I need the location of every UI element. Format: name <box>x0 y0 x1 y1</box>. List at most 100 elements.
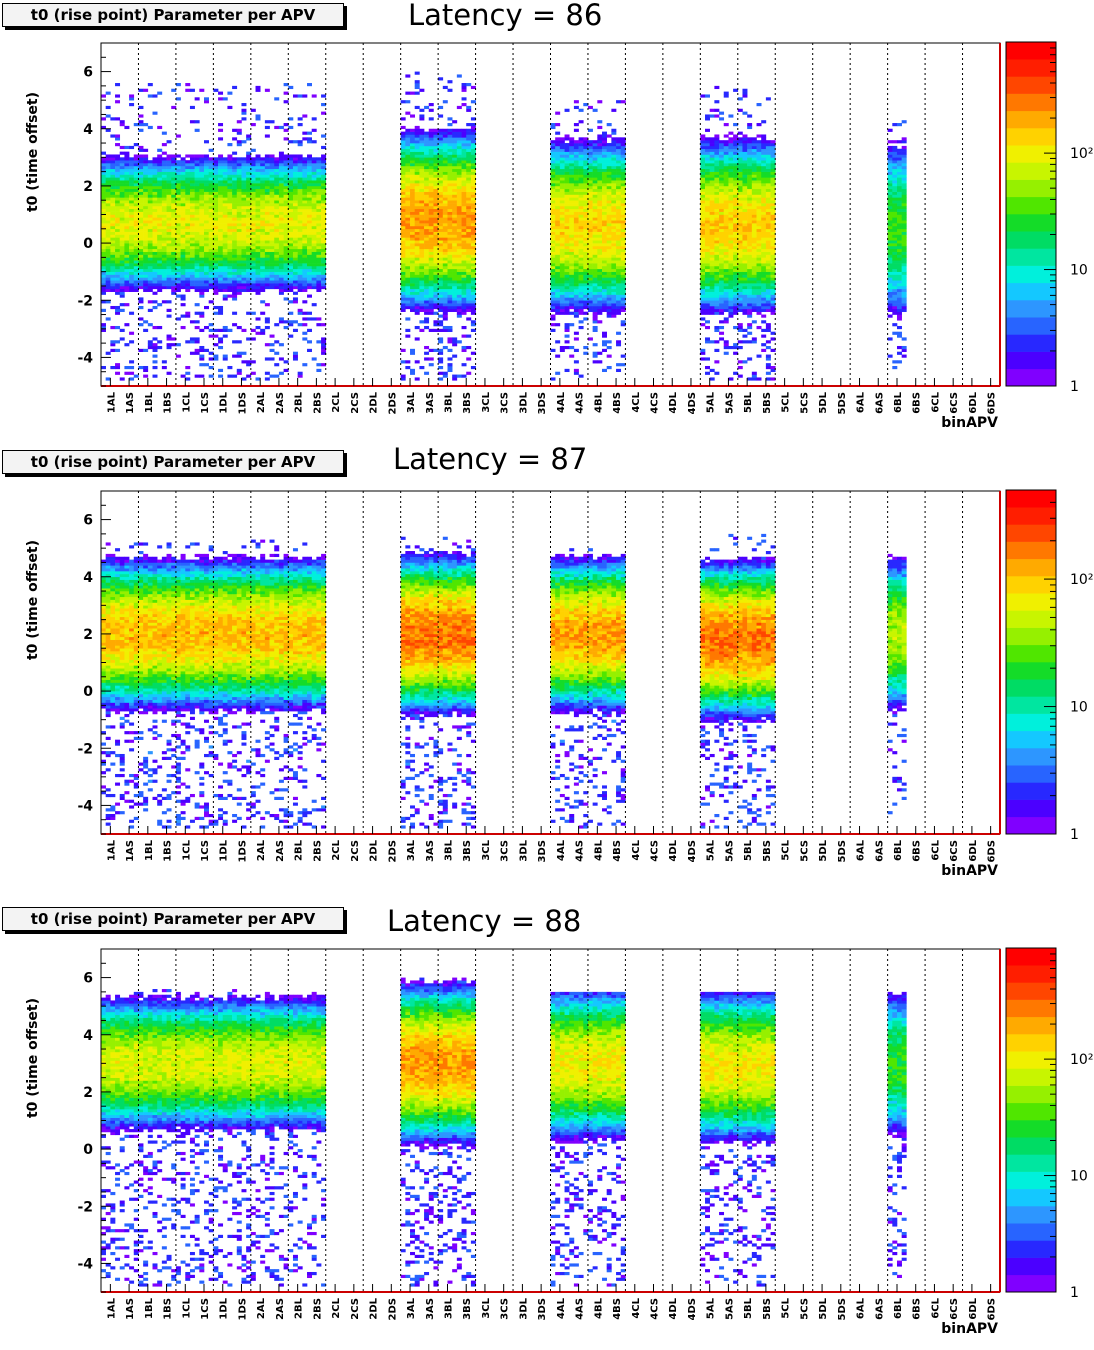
heatmap-cell <box>578 288 584 292</box>
heatmap-cell <box>466 174 472 178</box>
heatmap-cell <box>274 240 280 244</box>
heatmap-cell <box>260 211 266 215</box>
heatmap-cell <box>255 260 261 264</box>
heatmap-cell <box>419 225 425 230</box>
heatmap-cell <box>578 145 584 150</box>
heatmap-cell <box>410 171 416 175</box>
heatmap-cell <box>269 188 275 192</box>
heatmap-cell <box>559 168 565 172</box>
heatmap-cell <box>250 214 256 218</box>
heatmap-cell <box>564 328 570 332</box>
heatmap-cell <box>222 217 228 221</box>
heatmap-cell <box>583 225 589 230</box>
heatmap-cell <box>208 231 214 235</box>
heatmap-cell <box>124 160 130 164</box>
heatmap-cell <box>616 245 622 250</box>
heatmap-cell <box>433 208 439 212</box>
heatmap-cell <box>143 245 149 250</box>
heatmap-cell <box>405 214 411 218</box>
heatmap-cell <box>218 183 224 187</box>
heatmap-cell <box>101 185 106 190</box>
heatmap-cell <box>414 128 420 132</box>
heatmap-cell <box>438 300 444 304</box>
heatmap-cell <box>573 217 579 221</box>
heatmap-cell <box>405 183 411 187</box>
heatmap-cell <box>321 154 327 158</box>
heatmap-cell <box>419 328 425 332</box>
heatmap-cell <box>222 277 228 281</box>
heatmap-cell <box>283 163 289 167</box>
heatmap-cell <box>232 208 238 212</box>
heatmap-cell <box>171 200 177 204</box>
heatmap-cell <box>569 177 575 181</box>
heatmap-cell <box>620 263 626 267</box>
heatmap-cell <box>227 105 233 110</box>
heatmap-cell <box>189 243 195 247</box>
heatmap-cell <box>218 311 224 315</box>
heatmap-cell <box>115 285 121 290</box>
heatmap-cell <box>564 268 570 272</box>
heatmap-cell <box>260 248 266 252</box>
heatmap-cell <box>185 254 191 258</box>
heatmap-cell <box>124 208 130 212</box>
heatmap-cell <box>246 263 252 267</box>
heatmap-cell <box>194 245 200 250</box>
heatmap-cell <box>283 251 289 255</box>
heatmap-cell <box>124 251 130 255</box>
heatmap-cell <box>307 188 312 192</box>
heatmap-cell <box>133 374 139 378</box>
heatmap-cell <box>147 177 153 181</box>
heatmap-cell <box>555 294 561 298</box>
heatmap-cell <box>550 191 556 195</box>
heatmap-cell <box>161 231 167 235</box>
heatmap-cell <box>438 294 444 298</box>
heatmap-cell <box>152 300 158 304</box>
heatmap-cell <box>232 260 238 264</box>
heatmap-cell <box>213 163 219 167</box>
heatmap-cell <box>405 317 411 321</box>
heatmap-cell <box>250 237 256 241</box>
heatmap-cell <box>414 131 420 135</box>
heatmap-cell <box>587 180 593 184</box>
heatmap-cell <box>180 225 186 230</box>
heatmap-cell <box>410 371 416 375</box>
heatmap-cell <box>260 245 266 250</box>
heatmap-cell <box>185 177 191 181</box>
heatmap-cell <box>321 248 327 252</box>
heatmap-cell <box>101 248 106 252</box>
heatmap-cell <box>564 151 570 155</box>
heatmap-cell <box>321 165 327 170</box>
heatmap-cell <box>587 200 593 204</box>
heatmap-cell <box>297 143 303 147</box>
heatmap-cell <box>260 197 266 201</box>
heatmap-cell <box>302 285 308 290</box>
heatmap-cell <box>405 205 411 210</box>
heatmap-cell <box>438 240 444 244</box>
heatmap-cell <box>255 280 261 284</box>
heatmap-cell <box>119 240 125 244</box>
heatmap-cell <box>115 168 121 172</box>
heatmap-cell <box>559 237 565 241</box>
heatmap-cell <box>461 311 467 315</box>
heatmap-cell <box>138 245 144 250</box>
heatmap-cell <box>597 308 603 312</box>
heatmap-cell <box>410 285 416 290</box>
heatmap-cell <box>321 94 327 98</box>
heatmap-cell <box>175 265 181 270</box>
heatmap-cell <box>236 180 242 184</box>
heatmap-cell <box>232 171 238 175</box>
heatmap-cell <box>297 188 303 192</box>
heatmap-cell <box>452 208 458 212</box>
heatmap-cell <box>292 300 298 304</box>
heatmap-cell <box>466 131 472 135</box>
heatmap-cell <box>278 225 284 230</box>
heatmap-cell <box>620 154 626 158</box>
heatmap-cell <box>611 237 617 241</box>
heatmap-cell <box>559 234 565 238</box>
heatmap-cell <box>442 300 448 304</box>
heatmap-cell <box>180 297 186 301</box>
heatmap-cell <box>274 125 280 130</box>
heatmap-cell <box>232 194 238 198</box>
heatmap-cell <box>438 263 444 267</box>
heatmap-cell <box>157 240 163 244</box>
